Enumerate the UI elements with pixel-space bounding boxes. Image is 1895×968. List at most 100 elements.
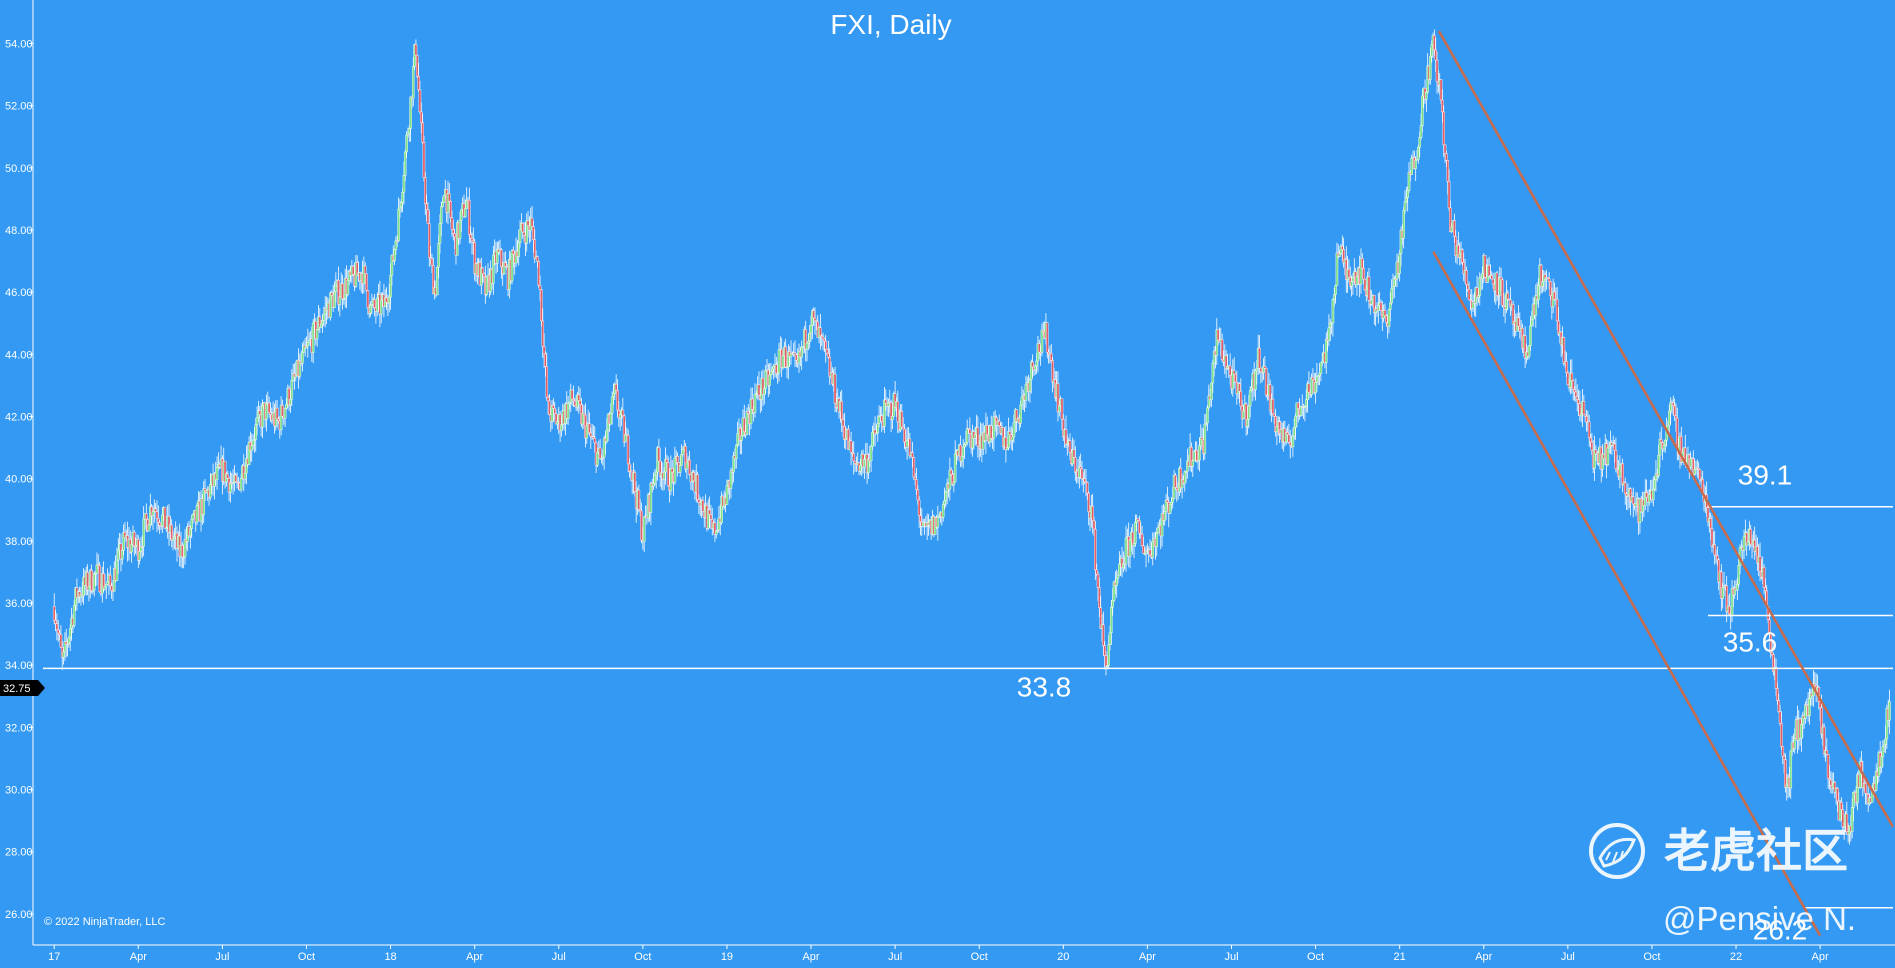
candle-body (173, 536, 176, 540)
candle-body (843, 425, 846, 441)
candle-body (1124, 537, 1128, 565)
candle-body (1331, 299, 1335, 324)
candle-body (517, 242, 521, 257)
candle-body (696, 474, 699, 500)
candle-body (1012, 422, 1016, 438)
candle-body (812, 310, 815, 319)
candle-body (833, 373, 837, 404)
candle-body (573, 400, 577, 406)
candle-body (568, 401, 571, 404)
candle-body (869, 446, 873, 461)
candle-body (142, 518, 145, 547)
candle-body (963, 444, 966, 448)
x-tick-label: Jul (1561, 951, 1575, 963)
candle-body (662, 471, 666, 480)
candle-body (67, 637, 71, 644)
candle-body (1425, 91, 1428, 100)
candle-body (1698, 469, 1702, 481)
candle-body (566, 403, 570, 419)
candle-body (1585, 416, 1588, 423)
candle-body (1570, 372, 1574, 381)
candle-body (422, 142, 426, 178)
candle-body (1836, 787, 1839, 802)
candle-body (157, 518, 160, 523)
candle-body (1340, 246, 1344, 250)
trendline-channel-lower (1432, 251, 1822, 937)
candle-body (1272, 413, 1276, 417)
candle-body (1697, 468, 1700, 470)
candle-body (642, 516, 646, 542)
candle-body (1784, 759, 1787, 788)
candle-body (1134, 522, 1137, 544)
x-tick-label: 19 (721, 951, 733, 963)
candle-body (1845, 813, 1849, 832)
candle-body (518, 229, 522, 243)
candle-body (171, 538, 175, 541)
candle-body (1659, 439, 1663, 443)
candle-body (1789, 750, 1793, 789)
candle-body (397, 208, 400, 242)
candle-body (289, 398, 292, 406)
candle-body (1244, 403, 1248, 427)
candle-body (912, 457, 916, 478)
candle-body (215, 467, 219, 480)
candle-body (1211, 363, 1215, 384)
candle-body (1721, 586, 1724, 599)
candle-body (1148, 549, 1152, 556)
candle-body (191, 514, 195, 520)
candle-body (1574, 391, 1578, 397)
candle-body (322, 313, 326, 321)
candle-body (132, 532, 136, 548)
x-tick-label: Jul (215, 951, 229, 963)
candle-body (441, 202, 444, 208)
candle-body (1175, 487, 1179, 490)
candle-body (1674, 415, 1678, 419)
candle-body (1284, 432, 1288, 443)
candle-body (1170, 501, 1173, 505)
candle-body (1549, 281, 1552, 296)
candle-body (415, 54, 419, 77)
candle-body (389, 275, 392, 298)
candle-body (430, 258, 434, 266)
candle-body (1793, 738, 1797, 750)
candle-body (405, 134, 408, 153)
candle-body (884, 399, 888, 404)
candle-body (1104, 655, 1108, 667)
candle-body (1555, 299, 1559, 322)
candle-body (1491, 278, 1495, 285)
candle-body (570, 389, 574, 400)
candle-body (1335, 252, 1339, 286)
candle-body (1132, 543, 1136, 546)
candle-body (435, 266, 439, 296)
candle-body (1350, 281, 1353, 287)
candle-body (680, 453, 683, 466)
candle-body (1768, 619, 1771, 634)
candle-body (1465, 270, 1468, 285)
candle-body (944, 491, 948, 501)
candle-body (1777, 700, 1781, 712)
y-tick-label: 44.00 (5, 349, 33, 361)
candle-body (804, 329, 807, 350)
candle-body (538, 285, 542, 290)
candle-body (1232, 370, 1236, 375)
candle-body (768, 374, 771, 386)
candle-body (110, 585, 113, 592)
candle-body (772, 366, 775, 370)
candle-body (398, 206, 402, 210)
candle-body (889, 402, 893, 420)
candle-body (1483, 254, 1487, 278)
candle-body (390, 254, 394, 276)
candle-body (1607, 445, 1611, 449)
x-tick-label: Oct (1307, 951, 1324, 963)
candle-body (366, 290, 370, 308)
candle-body (1324, 338, 1328, 363)
candle-body (1884, 738, 1887, 745)
candle-body (365, 273, 368, 291)
candle-body (952, 481, 956, 486)
candle-body (588, 423, 591, 434)
candle-body (1074, 457, 1077, 473)
candle-body (536, 256, 539, 262)
candle-body (1020, 396, 1024, 406)
candle-body (676, 456, 679, 463)
candle-body (1746, 541, 1750, 546)
